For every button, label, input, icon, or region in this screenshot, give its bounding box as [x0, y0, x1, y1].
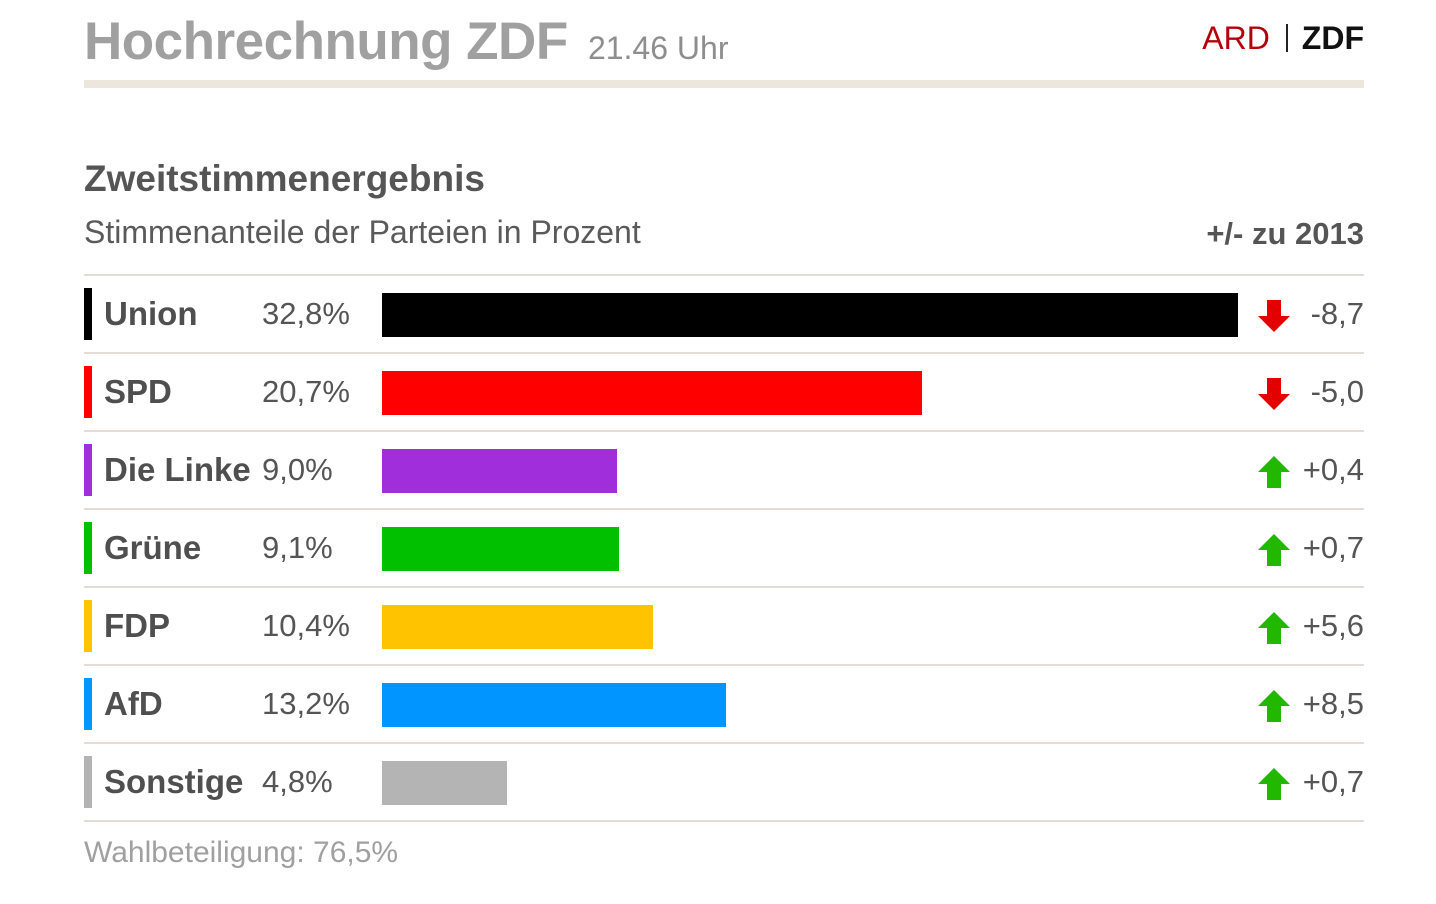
percent-label: 9,1% — [262, 530, 333, 565]
delta-label: +0,7 — [1302, 764, 1364, 799]
party-color-stripe — [84, 678, 92, 730]
party-row: FDP 10,4% +5,6 — [84, 588, 1364, 666]
percent-label: 4,8% — [262, 764, 333, 799]
party-row: Sonstige 4,8% +0,7 — [84, 744, 1364, 822]
party-row: SPD 20,7% -5,0 — [84, 354, 1364, 432]
party-label: SPD — [104, 373, 172, 410]
chart-subtitle: Stimmenanteile der Parteien in Prozent — [84, 214, 641, 250]
party-row: Union 32,8% -8,7 — [84, 276, 1364, 354]
chart-title: Zweitstimmenergebnis — [84, 158, 485, 199]
delta-label: +8,5 — [1302, 686, 1364, 721]
header-divider — [84, 80, 1364, 88]
delta-label: +5,6 — [1302, 608, 1364, 643]
delta-label: -8,7 — [1310, 296, 1364, 331]
title-text: Hochrechnung ZDF — [84, 12, 568, 71]
party-color-stripe — [84, 756, 92, 808]
header: Hochrechnung ZDF 21.46 Uhr ARD ZDF — [84, 8, 1364, 78]
table-rule — [84, 586, 1364, 588]
percent-label: 9,0% — [262, 452, 333, 487]
party-color-stripe — [84, 444, 92, 496]
arrow-up-icon — [1256, 532, 1292, 568]
percent-label: 10,4% — [262, 608, 350, 643]
delta-label: +0,4 — [1302, 452, 1364, 487]
arrow-down-icon — [1256, 298, 1292, 334]
party-label: FDP — [104, 607, 170, 644]
arrow-up-icon — [1256, 688, 1292, 724]
percent-label: 13,2% — [262, 686, 350, 721]
delta-label: +0,7 — [1302, 530, 1364, 565]
broadcaster-logo: ARD ZDF — [1202, 20, 1364, 56]
table-rule — [84, 274, 1364, 276]
arrow-up-icon — [1256, 454, 1292, 490]
result-bar — [382, 761, 507, 805]
result-bar — [382, 449, 617, 493]
time-label: 21.46 Uhr — [587, 30, 729, 66]
percent-label: 32,8% — [262, 296, 350, 331]
party-label: Union — [104, 295, 198, 332]
table-rule — [84, 352, 1364, 354]
table-rule — [84, 820, 1364, 822]
party-row: AfD 13,2% +8,5 — [84, 666, 1364, 744]
arrow-down-icon — [1256, 376, 1292, 412]
party-color-stripe — [84, 600, 92, 652]
arrow-up-icon — [1256, 610, 1292, 646]
turnout-label: Wahlbeteiligung: 76,5% — [84, 836, 399, 869]
party-color-stripe — [84, 288, 92, 340]
result-bar — [382, 605, 653, 649]
table-rule — [84, 742, 1364, 744]
delta-label: -5,0 — [1310, 374, 1364, 409]
result-bar — [382, 371, 922, 415]
party-label: AfD — [104, 685, 163, 722]
ard-logo: ARD — [1202, 20, 1270, 56]
party-label: Sonstige — [104, 763, 244, 800]
delta-column-header: +/- zu 2013 — [1206, 216, 1364, 251]
party-color-stripe — [84, 522, 92, 574]
percent-label: 20,7% — [262, 374, 350, 409]
table-rule — [84, 664, 1364, 666]
result-bar — [382, 527, 619, 571]
party-label: Grüne — [104, 529, 202, 566]
arrow-up-icon — [1256, 766, 1292, 802]
zdf-logo: ZDF — [1301, 20, 1364, 56]
table-rule — [84, 430, 1364, 432]
result-bar — [382, 293, 1238, 337]
page-title: Hochrechnung ZDF 21.46 Uhr — [84, 12, 728, 78]
party-color-stripe — [84, 366, 92, 418]
party-row: Grüne 9,1% +0,7 — [84, 510, 1364, 588]
result-bar — [382, 683, 726, 727]
party-label: Die Linke — [104, 451, 251, 488]
party-row: Die Linke 9,0% +0,4 — [84, 432, 1364, 510]
table-rule — [84, 508, 1364, 510]
logo-divider — [1285, 24, 1288, 52]
